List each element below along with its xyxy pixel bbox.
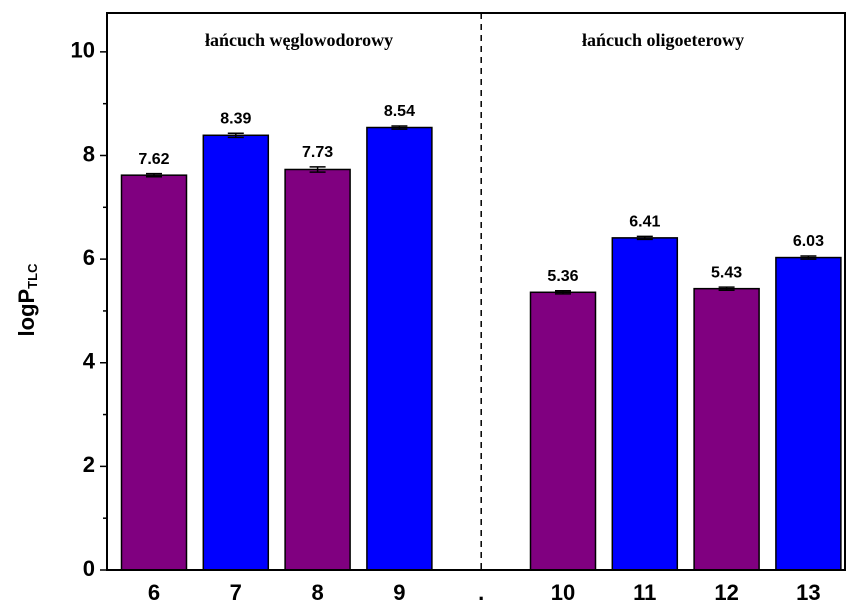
error-bar <box>391 125 408 130</box>
x-tick-label: 10 <box>551 580 575 605</box>
x-tick-label: 6 <box>148 580 160 605</box>
annotation: łańcuch węglowodorowy <box>205 30 393 50</box>
value-label: 7.73 <box>302 144 333 161</box>
error-bar <box>309 166 326 173</box>
bar <box>693 287 760 571</box>
y-tick-label: 0 <box>83 556 95 581</box>
bar <box>529 291 597 571</box>
x-tick-label: 7 <box>230 580 242 605</box>
value-label: 5.43 <box>711 264 742 281</box>
bar <box>284 168 351 571</box>
x-tick-label: 9 <box>393 580 405 605</box>
value-label: 5.36 <box>547 268 578 285</box>
value-label: 8.54 <box>384 103 415 120</box>
error-bar <box>800 255 817 260</box>
value-label: 6.41 <box>629 214 660 231</box>
error-bar <box>555 289 571 295</box>
y-label-sub: TLC <box>25 263 40 289</box>
value-label: 8.39 <box>220 110 251 127</box>
plot-frame <box>106 12 846 571</box>
y-tick-label: 8 <box>83 141 95 166</box>
value-label: 6.03 <box>793 233 824 250</box>
x-tick-label: 8 <box>311 580 323 605</box>
y-axis-label: logPTLC <box>14 263 41 337</box>
error-bar <box>636 235 653 241</box>
bar <box>120 174 188 571</box>
x-tick-label: 13 <box>796 580 820 605</box>
bar <box>775 256 842 571</box>
bar <box>202 134 270 571</box>
y-tick-label: 10 <box>71 38 95 63</box>
error-bar <box>227 132 244 139</box>
y-label-main: logP <box>14 289 39 337</box>
bar <box>366 126 433 571</box>
y-tick-label: 6 <box>83 245 95 270</box>
value-label: 7.62 <box>138 151 169 168</box>
x-tick-label: 12 <box>714 580 738 605</box>
y-tick-label: 4 <box>83 349 96 374</box>
x-tick-label: . <box>478 580 484 605</box>
error-bar <box>718 286 735 291</box>
x-tick-label: 11 <box>633 580 656 605</box>
annotation: łańcuch oligoeterowy <box>582 30 744 50</box>
y-tick-label: 2 <box>83 452 95 477</box>
bar <box>611 237 679 571</box>
error-bar <box>146 172 162 178</box>
